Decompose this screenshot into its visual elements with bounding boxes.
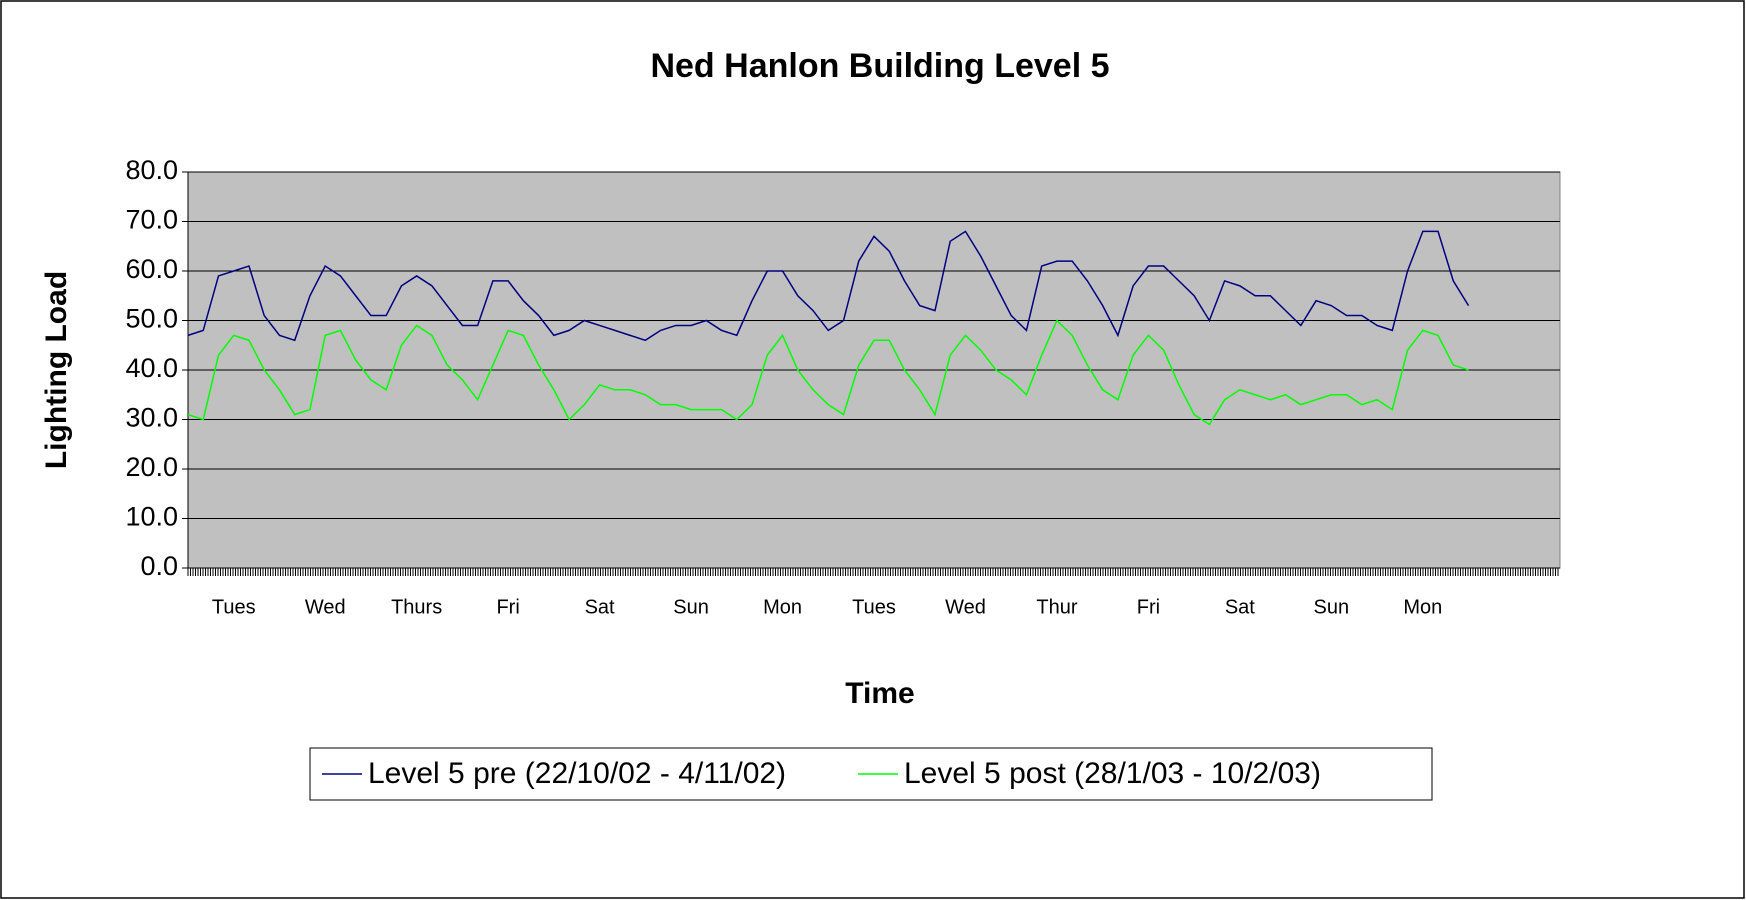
y-tick-label: 70.0 (125, 205, 178, 235)
x-tick-label: Tues (212, 596, 256, 618)
y-tick-label: 60.0 (125, 254, 178, 284)
x-tick-label: Sat (1225, 596, 1255, 618)
x-tick-label: Sun (673, 596, 709, 618)
y-tick-label: 10.0 (125, 502, 178, 532)
legend-label: Level 5 post (28/1/03 - 10/2/03) (904, 757, 1321, 790)
x-tick-label: Mon (763, 596, 802, 618)
x-tick-label: Thur (1036, 596, 1077, 618)
x-tick-label: Fri (1137, 596, 1160, 618)
x-tick-label: Thurs (391, 596, 442, 618)
x-tick-label: Wed (305, 596, 346, 618)
y-axis-label: Lighting Load (40, 271, 73, 469)
x-tick-label: Mon (1403, 596, 1442, 618)
x-tick-label: Tues (852, 596, 896, 618)
x-tick-label: Sat (585, 596, 615, 618)
chart-title: Ned Hanlon Building Level 5 (650, 47, 1109, 85)
y-tick-label: 30.0 (125, 403, 178, 433)
y-tick-label: 50.0 (125, 304, 178, 334)
x-axis-label: Time (845, 677, 914, 710)
y-tick-label: 0.0 (140, 551, 178, 581)
legend-label: Level 5 pre (22/10/02 - 4/11/02) (368, 757, 786, 790)
y-tick-label: 80.0 (125, 155, 178, 185)
x-tick-label: Sun (1314, 596, 1350, 618)
x-tick-label: Fri (496, 596, 519, 618)
y-tick-label: 20.0 (125, 452, 178, 482)
x-tick-label: Wed (945, 596, 986, 618)
series-line (187, 230, 1470, 342)
y-tick-label: 40.0 (125, 353, 178, 383)
series-line (187, 319, 1469, 426)
